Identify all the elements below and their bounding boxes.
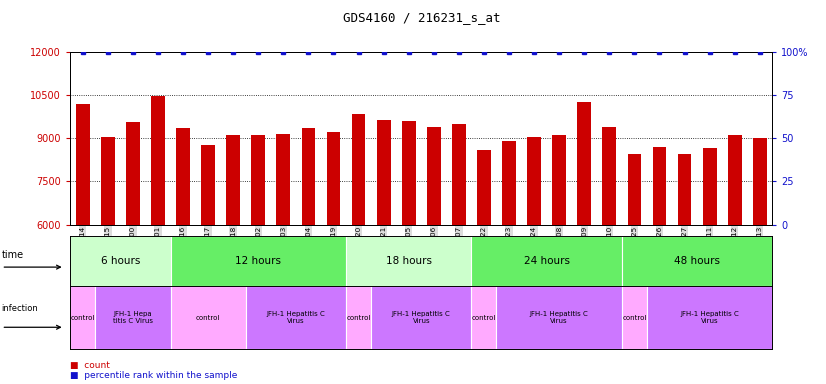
Text: JFH-1 Hepa
titis C Virus: JFH-1 Hepa titis C Virus <box>113 311 153 324</box>
Bar <box>703 148 716 384</box>
Bar <box>653 147 667 384</box>
Bar <box>251 136 265 384</box>
Bar <box>371 286 472 349</box>
Bar <box>728 136 742 384</box>
Text: control: control <box>472 315 496 321</box>
Bar <box>176 128 190 384</box>
Bar <box>472 236 622 286</box>
Bar <box>477 150 491 384</box>
Bar <box>752 138 767 384</box>
Bar <box>452 124 466 384</box>
Bar <box>377 119 391 384</box>
Bar <box>622 236 772 286</box>
Text: JFH-1 Hepatitis C
Virus: JFH-1 Hepatitis C Virus <box>529 311 589 324</box>
Text: JFH-1 Hepatitis C
Virus: JFH-1 Hepatitis C Virus <box>392 311 451 324</box>
Text: 12 hours: 12 hours <box>235 256 282 266</box>
Bar <box>70 236 170 286</box>
Text: ■  count: ■ count <box>70 361 110 370</box>
Bar <box>70 286 95 349</box>
Bar <box>326 132 340 384</box>
Bar <box>151 96 165 384</box>
Bar <box>352 114 365 384</box>
Bar <box>472 286 496 349</box>
Bar <box>602 127 616 384</box>
Bar <box>577 102 591 384</box>
Text: time: time <box>2 250 23 260</box>
Bar <box>502 141 516 384</box>
Bar <box>346 286 371 349</box>
Bar <box>346 236 472 286</box>
Bar <box>427 127 441 384</box>
Text: JFH-1 Hepatitis C
Virus: JFH-1 Hepatitis C Virus <box>681 311 739 324</box>
Bar <box>170 286 246 349</box>
Bar <box>277 134 290 384</box>
Bar <box>95 286 170 349</box>
Bar <box>647 286 772 349</box>
Bar <box>202 146 215 384</box>
Text: infection: infection <box>2 304 38 313</box>
Bar <box>401 121 415 384</box>
Text: ■  percentile rank within the sample: ■ percentile rank within the sample <box>70 371 238 380</box>
Bar <box>496 286 622 349</box>
Bar <box>226 136 240 384</box>
Text: 24 hours: 24 hours <box>524 256 570 266</box>
Text: control: control <box>70 315 95 321</box>
Bar <box>553 136 566 384</box>
Bar <box>628 154 641 384</box>
Text: 18 hours: 18 hours <box>386 256 432 266</box>
Text: 48 hours: 48 hours <box>674 256 720 266</box>
Bar <box>170 236 346 286</box>
Text: JFH-1 Hepatitis C
Virus: JFH-1 Hepatitis C Virus <box>267 311 325 324</box>
Text: control: control <box>622 315 647 321</box>
Text: 6 hours: 6 hours <box>101 256 140 266</box>
Bar <box>622 286 647 349</box>
Bar <box>301 128 316 384</box>
Bar <box>126 122 140 384</box>
Text: control: control <box>196 315 221 321</box>
Bar <box>527 137 541 384</box>
Bar <box>677 154 691 384</box>
Bar <box>246 286 346 349</box>
Text: control: control <box>346 315 371 321</box>
Bar <box>101 137 115 384</box>
Bar <box>76 104 90 384</box>
Text: GDS4160 / 216231_s_at: GDS4160 / 216231_s_at <box>343 12 500 25</box>
